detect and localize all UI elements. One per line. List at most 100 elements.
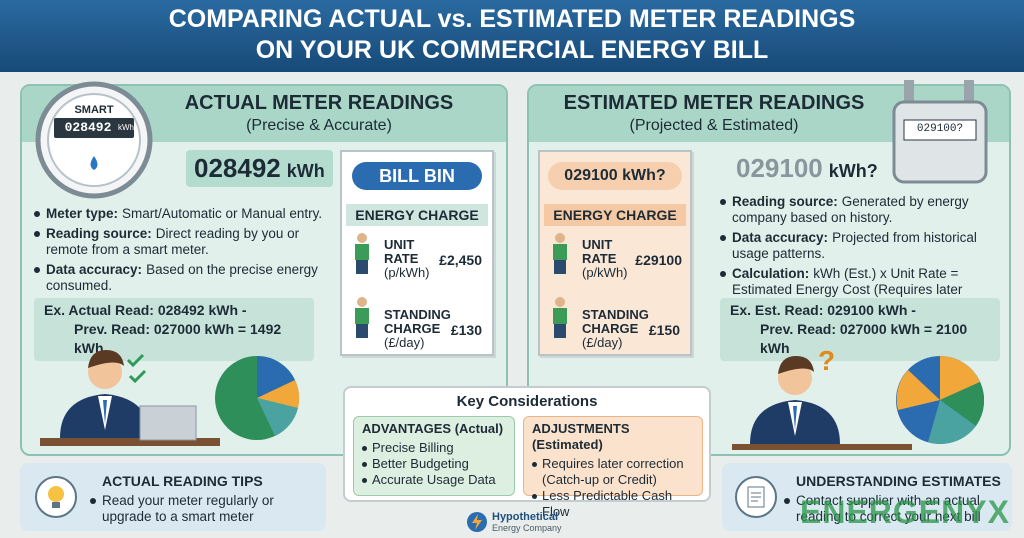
meter-unit: kWh: [118, 123, 134, 132]
advantages: ADVANTAGES (Actual) Precise Billing Bett…: [353, 416, 515, 496]
bill-title: BILL BIN: [352, 162, 482, 190]
bullet-text: Projected from historical usage patterns…: [732, 230, 977, 261]
row-unit: (p/kWh): [384, 265, 430, 280]
key-considerations: Key Considerations ADVANTAGES (Actual) P…: [343, 386, 711, 519]
doc-icon: [735, 476, 777, 518]
bullet-label: Reading source:: [46, 226, 152, 241]
example-result: 1492 kWh: [74, 321, 282, 356]
list-item: Requires later correction (Catch-up or C…: [532, 456, 694, 488]
watermark: ENERGENYX: [800, 494, 1010, 530]
bullet: Reading source: Generated by energy compa…: [720, 194, 1008, 226]
row-amount: £2,450: [439, 252, 482, 268]
bullet: Data accuracy: Projected from historical …: [720, 230, 1008, 262]
logo-name: Hypothetical: [492, 511, 559, 523]
heading: ESTIMATED METER READINGS: [563, 92, 865, 114]
subheading: (Precise & Accurate): [246, 117, 392, 134]
example-result: 2100 kWh: [760, 321, 968, 356]
bullet: Meter type: Smart/Automatic or Manual ent…: [34, 206, 330, 222]
title-banner: COMPARING ACTUAL vs. ESTIMATED METER REA…: [0, 0, 1024, 72]
meter-label: SMART: [74, 104, 114, 116]
key-title: Key Considerations: [456, 393, 598, 410]
logo-sub: Energy Company: [492, 523, 562, 533]
bill-section: ENERGY CHARGE: [544, 204, 686, 226]
tips-title: UNDERSTANDING ESTIMATES: [796, 473, 1001, 489]
figures: [355, 233, 369, 338]
heading: ACTUAL METER READINGS: [184, 92, 454, 114]
estimated-bill: 029100 kWh? ENERGY CHARGE UNIT RATE (p/kWh…: [538, 150, 692, 356]
smart-meter: [35, 81, 153, 199]
row-amount: £130: [450, 322, 482, 338]
reading: 028492 kWh: [186, 150, 333, 187]
meter-display: 029100?: [916, 123, 964, 135]
list-item: Accurate Usage Data: [362, 472, 506, 488]
bullet-text: Generated by energy company based on his…: [732, 194, 969, 225]
bullet-text: Smart/Automatic or Manual entry.: [122, 206, 323, 221]
column-title: ADVANTAGES (Actual): [362, 421, 504, 436]
reading-value: 029100: [736, 153, 823, 183]
bullets: Meter type: Smart/Automatic or Manual ent…: [34, 206, 330, 298]
row-label: STANDING: [384, 307, 451, 322]
row-label: CHARGE: [582, 321, 639, 336]
reading-value: 028492: [194, 153, 281, 183]
bill-title: 029100 kWh?: [548, 162, 682, 190]
logo-icon: [467, 512, 487, 532]
bill-section: ENERGY CHARGE: [346, 204, 488, 226]
row-amount: £29100: [635, 252, 682, 268]
reading-unit: kWh: [286, 161, 325, 181]
example: Ex. Est. Read: 029100 kWh - Prev. Read: …: [720, 298, 1000, 361]
illustration: [40, 350, 300, 446]
example-text: Prev. Read: 027000 kWh =: [74, 321, 247, 337]
bill-row: UNIT RATE (p/kWh): [582, 238, 628, 280]
bulb-icon: [35, 476, 77, 518]
row-unit: (£/day): [582, 335, 623, 350]
bullet-text: Based on the precise energy consumed.: [46, 262, 318, 293]
tips-box: UNDERSTANDING ESTIMATES Contact supplier…: [722, 463, 1012, 531]
bill-row: STANDING CHARGE (£/day): [582, 308, 649, 350]
list-item: Less Predictable Cash Flow: [532, 488, 694, 520]
adjustments: ADJUSTMENTS (Estimated) Requires later c…: [523, 416, 703, 519]
bullet-label: Data accuracy:: [46, 262, 143, 277]
bill-row: UNIT RATE (p/kWh): [384, 238, 430, 280]
actual-bill: BILL BIN ENERGY CHARGE UNIT RATE (p/kWh) £…: [340, 150, 494, 356]
tips-box: ACTUAL READING TIPS Read your meter regu…: [20, 463, 326, 531]
bullet: Data accuracy: Based on the precise energ…: [34, 262, 330, 294]
bullet: Reading source: Direct reading by you or …: [34, 226, 330, 258]
bill-row: STANDING CHARGE (£/day): [384, 308, 451, 350]
bullet-label: Data accuracy:: [732, 230, 829, 245]
example-line: Ex. Est. Read: 029100 kWh -: [730, 302, 916, 318]
meter-display: 028492: [64, 120, 112, 135]
title-line: ON YOUR UK COMMERCIAL ENERGY BILL: [255, 36, 769, 64]
bullet-label: Meter type:: [46, 206, 119, 221]
tips-text: Contact supplier with an actual reading …: [784, 493, 1004, 525]
row-label: CHARGE: [384, 321, 441, 336]
reading-unit: kWh?: [828, 161, 878, 181]
reading: 029100 kWh?: [728, 150, 886, 187]
list-item: Precise Billing: [362, 440, 506, 456]
row-label: UNIT: [384, 237, 415, 252]
example-line: Prev. Read: 027000 kWh = 1492 kWh: [44, 320, 304, 358]
list-item: Better Budgeting: [362, 456, 506, 472]
tips-list: Contact supplier with an actual reading …: [784, 493, 1004, 529]
title-line: COMPARING ACTUAL vs. ESTIMATED METER REA…: [168, 5, 856, 33]
svg-text:?: ?: [818, 345, 835, 376]
tips-text: Read your meter regularly or upgrade to …: [90, 493, 300, 525]
tips-title: ACTUAL READING TIPS: [102, 473, 263, 489]
bullet-label: Reading source:: [732, 194, 838, 209]
tips-list: Read your meter regularly or upgrade to …: [90, 493, 300, 529]
illustration: ?: [732, 345, 985, 450]
row-label: RATE: [582, 251, 617, 266]
row-label: UNIT: [582, 237, 613, 252]
example-line: Prev. Read: 027000 kWh = 2100 kWh: [730, 320, 990, 358]
row-unit: (£/day): [384, 335, 425, 350]
bullet-text: Direct reading by you or remote from a s…: [46, 226, 300, 257]
row-amount: £150: [648, 322, 680, 338]
column-title: ADJUSTMENTS (Estimated): [532, 421, 630, 452]
bullet-label: Calculation:: [732, 266, 810, 281]
example-line: Ex. Actual Read: 028492 kWh -: [44, 302, 247, 318]
row-label: STANDING: [582, 307, 649, 322]
example: Ex. Actual Read: 028492 kWh - Prev. Read…: [34, 298, 314, 361]
figures: [553, 233, 567, 338]
row-label: RATE: [384, 251, 419, 266]
subheading: (Projected & Estimated): [629, 117, 799, 134]
